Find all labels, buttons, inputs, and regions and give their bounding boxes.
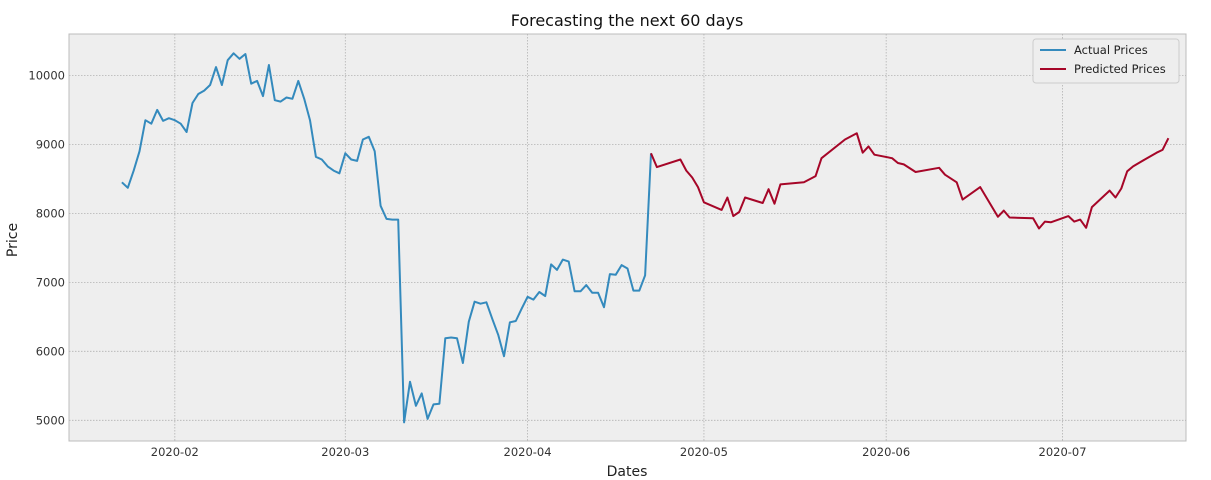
legend-box xyxy=(1032,38,1180,84)
x-tick-label: 2020-06 xyxy=(862,445,910,459)
x-axis-label: Dates xyxy=(607,464,648,480)
series-layer xyxy=(121,52,1170,424)
plot-area xyxy=(68,33,1187,442)
legend-label: Predicted Prices xyxy=(1074,62,1166,76)
y-axis: 5000 6000 7000 8000 9000 10000 xyxy=(28,68,65,427)
y-tick-label: 8000 xyxy=(36,206,65,220)
y-tick-label: 7000 xyxy=(36,275,65,289)
grid xyxy=(69,34,1186,441)
x-tick-label: 2020-07 xyxy=(1039,445,1087,459)
y-tick-label: 9000 xyxy=(36,137,65,151)
y-tick-label: 5000 xyxy=(36,413,65,427)
series-line-actual xyxy=(121,52,652,424)
x-axis: 2020-02 2020-03 2020-04 2020-05 2020-06 2020-… xyxy=(151,445,1087,459)
legend: Actual Prices Predicted Prices xyxy=(1032,38,1180,84)
x-tick-label: 2020-05 xyxy=(680,445,728,459)
y-tick-label: 6000 xyxy=(36,344,65,358)
y-axis-label: Price xyxy=(5,223,21,257)
y-tick-label: 10000 xyxy=(28,68,65,82)
x-tick-label: 2020-04 xyxy=(504,445,552,459)
chart-title: Forecasting the next 60 days xyxy=(511,11,744,30)
legend-label: Actual Prices xyxy=(1074,43,1148,57)
x-tick-label: 2020-03 xyxy=(321,445,369,459)
series-line-predicted xyxy=(650,132,1170,230)
x-tick-label: 2020-02 xyxy=(151,445,199,459)
